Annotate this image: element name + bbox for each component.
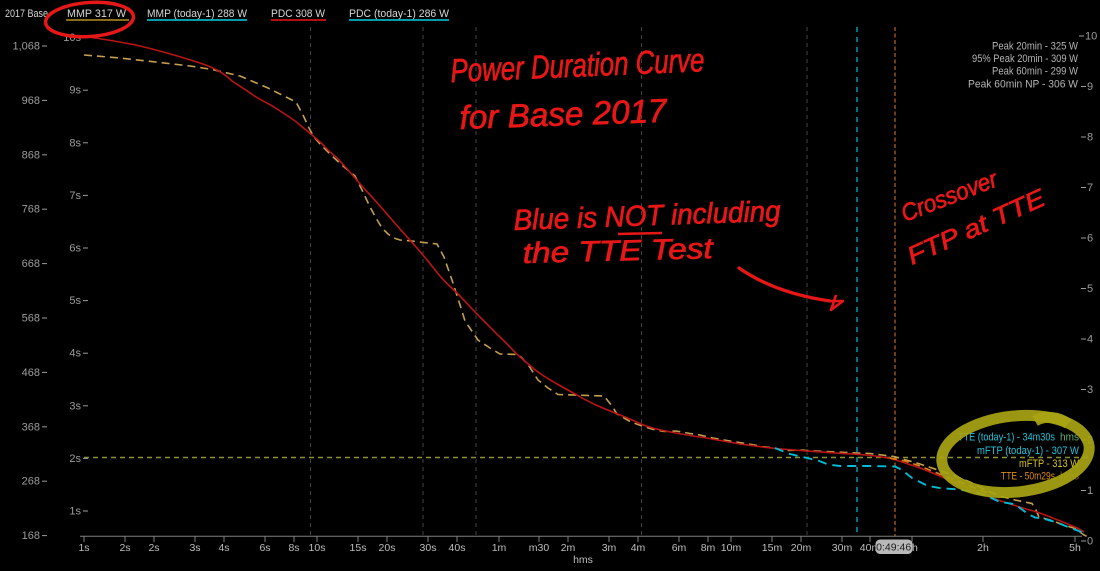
svg-text:5s: 5s bbox=[69, 295, 81, 307]
svg-text:168: 168 bbox=[22, 530, 40, 542]
svg-text:2s: 2s bbox=[119, 542, 130, 554]
svg-text:768: 768 bbox=[22, 204, 40, 216]
svg-text:20m: 20m bbox=[791, 542, 812, 554]
svg-text:9s: 9s bbox=[69, 85, 81, 97]
svg-text:8m: 8m bbox=[701, 542, 716, 554]
svg-text:5: 5 bbox=[1087, 283, 1093, 295]
svg-text:30m: 30m bbox=[832, 542, 853, 554]
svg-text:40s: 40s bbox=[449, 542, 466, 554]
svg-text:1,068: 1,068 bbox=[12, 41, 40, 53]
svg-text:1s: 1s bbox=[78, 542, 89, 554]
svg-text:868: 868 bbox=[22, 149, 40, 161]
svg-text:7s: 7s bbox=[69, 190, 81, 202]
svg-text:PDC 308 W: PDC 308 W bbox=[271, 8, 326, 20]
svg-text:6s: 6s bbox=[259, 542, 270, 554]
svg-text:4m: 4m bbox=[631, 542, 646, 554]
svg-text:6: 6 bbox=[1087, 233, 1093, 245]
svg-text:15s: 15s bbox=[350, 542, 367, 554]
svg-text:4s: 4s bbox=[218, 542, 229, 554]
svg-text:3: 3 bbox=[1087, 384, 1093, 396]
svg-text:6s: 6s bbox=[69, 243, 81, 255]
svg-text:568: 568 bbox=[22, 313, 40, 325]
svg-text:1m: 1m bbox=[492, 542, 507, 554]
svg-text:3s: 3s bbox=[69, 400, 81, 412]
svg-text:for Base 2017: for Base 2017 bbox=[459, 92, 669, 136]
svg-text:2017 Base: 2017 Base bbox=[5, 8, 48, 20]
svg-text:8s: 8s bbox=[288, 542, 299, 554]
svg-text:mFTP - 313 W: mFTP - 313 W bbox=[1019, 458, 1080, 470]
svg-text:4s: 4s bbox=[69, 348, 81, 360]
svg-text:9: 9 bbox=[1087, 81, 1093, 93]
svg-text:668: 668 bbox=[22, 258, 40, 270]
svg-text:2h: 2h bbox=[977, 542, 989, 554]
svg-text:368: 368 bbox=[22, 421, 40, 433]
svg-text:1: 1 bbox=[1087, 485, 1093, 497]
svg-text:TTE (today-1) - 34m30s: TTE (today-1) - 34m30s bbox=[958, 432, 1055, 444]
svg-text:Peak 60min NP - 306 W: Peak 60min NP - 306 W bbox=[968, 79, 1079, 91]
svg-text:2m: 2m bbox=[561, 542, 576, 554]
svg-text:10s: 10s bbox=[309, 542, 326, 554]
svg-text:2s: 2s bbox=[69, 453, 81, 465]
svg-text:95% Peak 20min - 309 W: 95% Peak 20min - 309 W bbox=[972, 53, 1079, 65]
svg-text:Peak 20min - 325 W: Peak 20min - 325 W bbox=[992, 41, 1079, 53]
svg-text:8s: 8s bbox=[69, 137, 81, 149]
svg-text:2s: 2s bbox=[148, 542, 159, 554]
svg-text:7: 7 bbox=[1087, 182, 1093, 194]
svg-text:468: 468 bbox=[22, 367, 40, 379]
svg-text:8: 8 bbox=[1087, 132, 1093, 144]
svg-text:3m: 3m bbox=[602, 542, 617, 554]
svg-text:PDC (today-1) 286 W: PDC (today-1) 286 W bbox=[349, 8, 450, 20]
svg-text:268: 268 bbox=[22, 476, 40, 488]
svg-text:TTE - 50m29s: TTE - 50m29s bbox=[1001, 471, 1055, 483]
svg-text:1s: 1s bbox=[69, 506, 81, 518]
svg-text:30s: 30s bbox=[420, 542, 437, 554]
svg-text:15m: 15m bbox=[762, 542, 783, 554]
svg-text:4: 4 bbox=[1087, 334, 1093, 346]
svg-text:968: 968 bbox=[22, 95, 40, 107]
svg-text:MMP (today-1) 288 W: MMP (today-1) 288 W bbox=[147, 8, 248, 20]
svg-text:m30: m30 bbox=[529, 542, 550, 554]
svg-text:10: 10 bbox=[1085, 31, 1097, 43]
svg-text:10m: 10m bbox=[721, 542, 742, 554]
svg-text:the TTE Test: the TTE Test bbox=[522, 233, 715, 270]
svg-text:5h: 5h bbox=[1069, 542, 1081, 554]
svg-text:hms: hms bbox=[1060, 432, 1079, 444]
svg-text:0: 0 bbox=[1087, 536, 1093, 548]
svg-text:hms: hms bbox=[573, 554, 593, 566]
svg-text:20s: 20s bbox=[379, 542, 396, 554]
svg-text:mFTP (today-1) - 307 W: mFTP (today-1) - 307 W bbox=[977, 445, 1080, 457]
svg-text:40m: 40m bbox=[860, 542, 881, 554]
svg-text:0:49:46: 0:49:46 bbox=[876, 542, 911, 554]
svg-text:MMP 317 W: MMP 317 W bbox=[67, 8, 127, 20]
svg-text:3s: 3s bbox=[189, 542, 200, 554]
svg-text:Peak 60min - 299 W: Peak 60min - 299 W bbox=[992, 66, 1079, 78]
svg-text:6m: 6m bbox=[672, 542, 687, 554]
